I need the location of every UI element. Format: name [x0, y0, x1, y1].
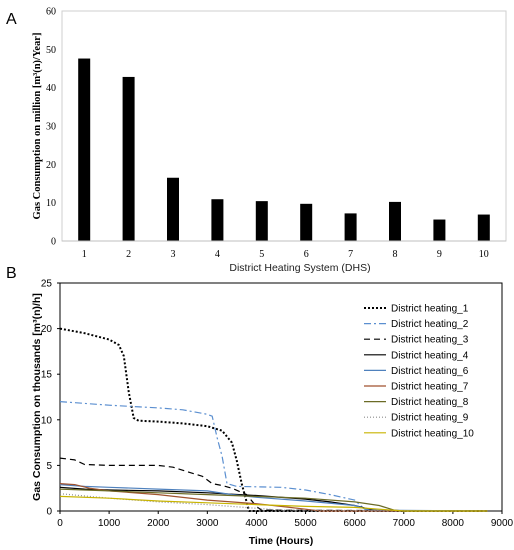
x-tick-label-b: 5000: [294, 518, 317, 529]
y-tick-label-b: 25: [41, 279, 53, 290]
series-line: [59, 483, 488, 512]
x-tick-label-b: 9000: [491, 518, 514, 529]
legend-label: District heating_3: [391, 335, 469, 346]
legend-label: District heating_8: [391, 397, 469, 408]
panel-label-b: B: [6, 265, 17, 282]
x-tick-label-a: 8: [393, 249, 398, 260]
y-ticks-b: 0 5 10 15 20 25: [41, 279, 60, 518]
bar: [122, 76, 135, 241]
x-tick-label-b: 2000: [147, 518, 170, 529]
series-line: [59, 401, 488, 512]
bar: [389, 201, 401, 241]
x-ticks-b: 0 1000 2000 3000 4000 5000 6000 7000 8000 9000: [57, 511, 514, 529]
legend-label: District heating_2: [391, 319, 469, 330]
x-tick-label-a: 6: [304, 249, 309, 260]
bar: [300, 203, 313, 241]
x-tick-label-b: 6000: [344, 518, 367, 529]
y-tick-label-a: 30: [46, 122, 56, 133]
legend-b: District heating_1 District heating_2 Dist…: [364, 304, 474, 439]
y-axis-label-b: Gas Consumption on thousands [m³(n)/h]: [31, 293, 43, 501]
x-tick-label-a: 7: [348, 249, 353, 260]
bar: [78, 58, 91, 242]
series-line: [59, 493, 488, 512]
legend-label: District heating_6: [391, 366, 469, 377]
y-tick-label-a: 40: [46, 83, 56, 94]
y-tick-label-b: 15: [41, 370, 53, 381]
x-tick-label-a: 9: [437, 249, 442, 260]
x-axis-label-a: District Heating System (DHS): [229, 262, 370, 274]
legend-label: District heating_7: [391, 382, 469, 393]
series-line: [59, 327, 488, 512]
legend-label: District heating_4: [391, 350, 469, 361]
y-tick-label-a: 60: [46, 7, 56, 18]
bars-a: [78, 58, 490, 242]
bar: [255, 201, 268, 241]
legend-label: District heating_9: [391, 413, 469, 424]
x-tick-label-a: 5: [259, 249, 264, 260]
bar: [344, 213, 357, 241]
series-line: [59, 484, 488, 512]
series-lines-b: [59, 327, 488, 512]
y-tick-label-b: 10: [41, 415, 53, 426]
y-tick-label-b: 0: [46, 507, 52, 518]
y-tick-label-b: 20: [41, 324, 53, 335]
y-tick-label-a: 50: [46, 45, 56, 56]
bar: [167, 177, 179, 241]
bar: [433, 219, 446, 241]
y-tick-label-b: 5: [46, 461, 52, 472]
bar-chart-a: 0 10 20 30 40 50 60 1 2 3 4 5 6 7 8 9 10 District Heati…: [32, 7, 507, 274]
x-tick-label-b: 3000: [196, 518, 219, 529]
line-chart-b: 0 5 10 15 20 25 0 1000 2000 3000 4000 5000 6000 7000…: [31, 279, 514, 548]
x-tick-label-a: 1: [82, 249, 87, 260]
legend-label: District heating_1: [391, 304, 469, 315]
x-tick-label-b: 7000: [393, 518, 416, 529]
legend-label: District heating_10: [391, 428, 474, 439]
x-axis-label-b: Time (Hours): [249, 535, 314, 547]
x-tick-label-a: 4: [215, 249, 220, 260]
x-tick-label-b: 1000: [98, 518, 121, 529]
series-line: [59, 457, 488, 512]
x-tick-label-b: 8000: [442, 518, 465, 529]
x-tick-label-a: 2: [126, 249, 131, 260]
series-line: [59, 495, 488, 512]
x-tick-label-b: 0: [57, 518, 63, 529]
y-tick-label-a: 10: [46, 198, 56, 209]
y-axis-label-a: Gas Consumption on million [m³(n)/Year]: [32, 33, 43, 220]
x-tick-label-b: 4000: [245, 518, 268, 529]
panel-label-a: A: [6, 11, 17, 28]
x-tick-label-a: 3: [171, 249, 176, 260]
bar: [477, 214, 490, 241]
y-ticks-a: 0 10 20 30 40 50 60: [46, 7, 56, 248]
x-tick-label-a: 10: [479, 249, 489, 260]
x-ticks-a: 1 2 3 4 5 6 7 8 9 10: [82, 249, 489, 260]
bar: [211, 199, 224, 241]
y-tick-label-a: 20: [46, 160, 56, 171]
y-tick-label-a: 0: [51, 237, 56, 248]
